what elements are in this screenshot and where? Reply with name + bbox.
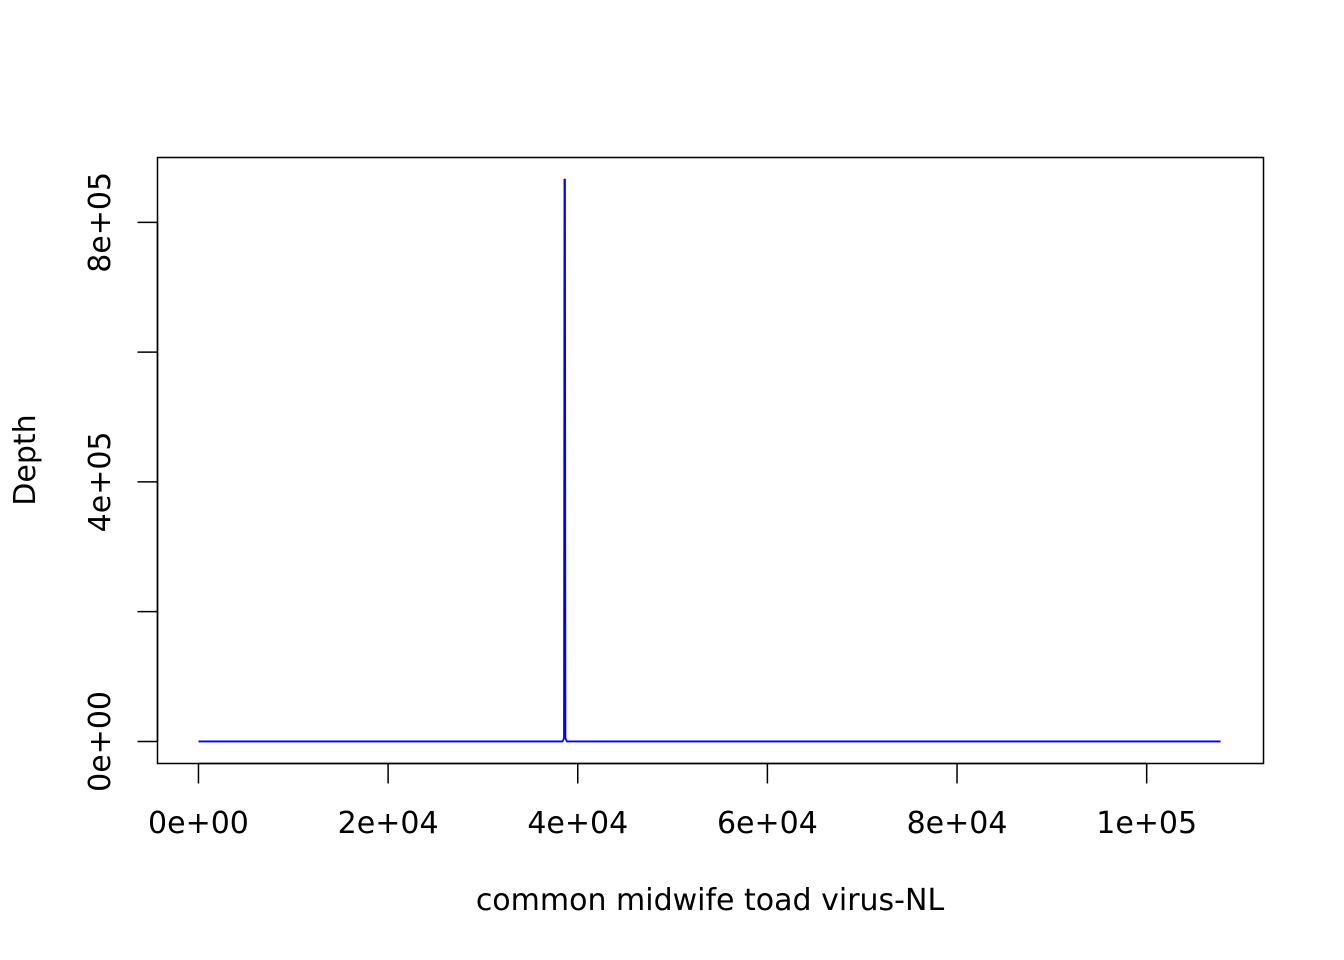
x-axis: 0e+00 2e+04 4e+04 6e+04 8e+04 1e+05 <box>148 762 1197 841</box>
y-tick-label: 0e+00 <box>83 691 118 792</box>
x-tick-label: 8e+04 <box>907 806 1008 841</box>
x-tick-label: 1e+05 <box>1096 806 1197 841</box>
plot-frame <box>156 156 1265 765</box>
series-line <box>198 178 1221 743</box>
series-layer <box>198 178 1221 743</box>
x-tick-label: 4e+04 <box>527 806 628 841</box>
x-tick-label: 2e+04 <box>338 806 439 841</box>
y-axis: 0e+00 4e+05 8e+05 <box>83 172 159 792</box>
x-tick-label: 6e+04 <box>717 806 818 841</box>
y-tick-label: 8e+05 <box>83 172 118 273</box>
x-axis-title: common midwife toad virus-NL <box>476 883 945 918</box>
y-tick-label: 4e+05 <box>83 431 118 532</box>
x-tick-label: 0e+00 <box>148 806 249 841</box>
y-axis-title: Depth <box>8 414 43 505</box>
